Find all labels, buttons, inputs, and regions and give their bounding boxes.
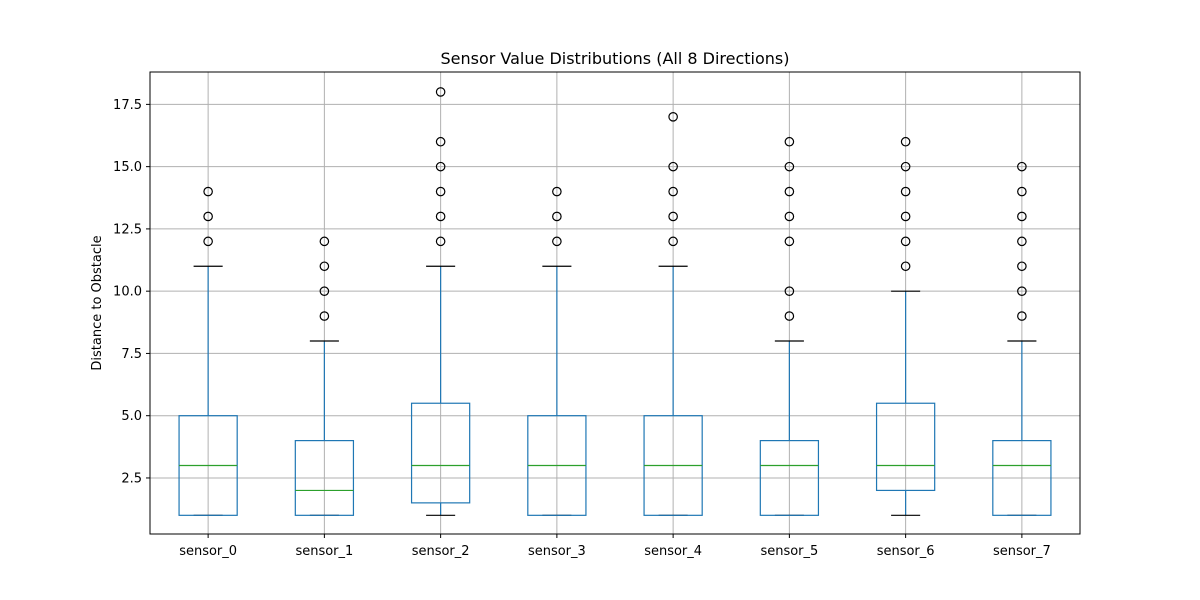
outlier-point xyxy=(435,236,446,247)
y-tick-label: 2.5 xyxy=(121,471,142,486)
x-tick-label: sensor_2 xyxy=(412,544,470,559)
box-sensor_3 xyxy=(527,186,587,516)
outlier-point xyxy=(203,236,213,247)
box-sensor_2 xyxy=(410,87,471,516)
outlier-point xyxy=(552,186,562,197)
outlier-point xyxy=(435,186,446,197)
outlier-point xyxy=(319,236,330,247)
y-tick-label: 12.5 xyxy=(113,222,142,237)
outlier-point xyxy=(784,286,795,296)
outlier-point xyxy=(435,87,446,97)
y-tick-label: 15.0 xyxy=(113,160,142,175)
iqr-box xyxy=(294,440,355,516)
outlier-point xyxy=(784,161,795,172)
outlier-point xyxy=(319,286,330,296)
outlier-point xyxy=(784,211,795,222)
outlier-point xyxy=(784,136,795,147)
box-sensor_5 xyxy=(759,136,820,516)
outlier-point xyxy=(1017,236,1027,247)
x-tick-label: sensor_7 xyxy=(993,544,1051,559)
y-tick-label: 7.5 xyxy=(121,347,142,362)
outlier-point xyxy=(1017,161,1027,172)
iqr-box xyxy=(410,402,471,504)
outlier-point xyxy=(1017,261,1027,272)
outlier-point xyxy=(900,261,911,272)
iqr-box xyxy=(759,440,820,516)
outlier-point xyxy=(552,211,562,222)
outlier-point xyxy=(552,236,562,247)
outlier-point xyxy=(900,236,911,247)
outlier-point xyxy=(900,161,911,172)
iqr-box xyxy=(875,402,936,492)
outlier-point xyxy=(900,136,911,147)
y-axis-label: Distance to Obstacle xyxy=(90,235,105,370)
y-tick-label: 5.0 xyxy=(121,409,142,424)
outlier-point xyxy=(668,211,678,222)
outlier-point xyxy=(319,311,330,321)
outlier-point xyxy=(668,186,678,197)
axis-layer: 2.5 5.0 7.5 10.0 12.5 15.0 17.5 sensor_0 sensor_… xyxy=(113,98,1051,559)
x-tick-label: sensor_3 xyxy=(528,544,586,559)
box-sensor_0 xyxy=(178,186,238,516)
plot-frame xyxy=(149,71,1081,535)
outlier-point xyxy=(900,211,911,222)
outlier-point xyxy=(1017,311,1027,321)
outlier-point xyxy=(1017,186,1027,197)
y-tick-label: 10.0 xyxy=(113,285,142,300)
outlier-point xyxy=(319,261,330,272)
outlier-point xyxy=(784,311,795,321)
x-tick-label: sensor_5 xyxy=(760,544,818,559)
box-sensor_1 xyxy=(294,236,355,516)
outlier-point xyxy=(784,186,795,197)
iqr-box xyxy=(992,440,1052,516)
outlier-point xyxy=(435,161,446,172)
outlier-point xyxy=(435,211,446,222)
chart-title: Sensor Value Distributions (All 8 Direct… xyxy=(440,49,789,68)
outlier-point xyxy=(784,236,795,247)
box-sensor_6 xyxy=(875,136,936,516)
outlier-point xyxy=(203,211,213,222)
x-tick-label: sensor_6 xyxy=(877,544,935,559)
outlier-point xyxy=(900,186,911,197)
outlier-point xyxy=(1017,211,1027,222)
x-tick-label: sensor_1 xyxy=(295,544,353,559)
box-sensor_7 xyxy=(992,161,1052,516)
x-tick-label: sensor_4 xyxy=(644,544,702,559)
grid-layer xyxy=(150,72,1080,534)
outlier-point xyxy=(435,136,446,147)
outlier-point xyxy=(668,112,678,122)
y-tick-label: 17.5 xyxy=(113,98,142,113)
outlier-point xyxy=(668,236,678,247)
box-layer xyxy=(178,87,1052,516)
x-tick-label: sensor_0 xyxy=(179,544,237,559)
box-sensor_4 xyxy=(643,112,703,516)
outlier-point xyxy=(203,186,213,197)
outlier-point xyxy=(1017,286,1027,296)
outlier-point xyxy=(668,161,678,172)
